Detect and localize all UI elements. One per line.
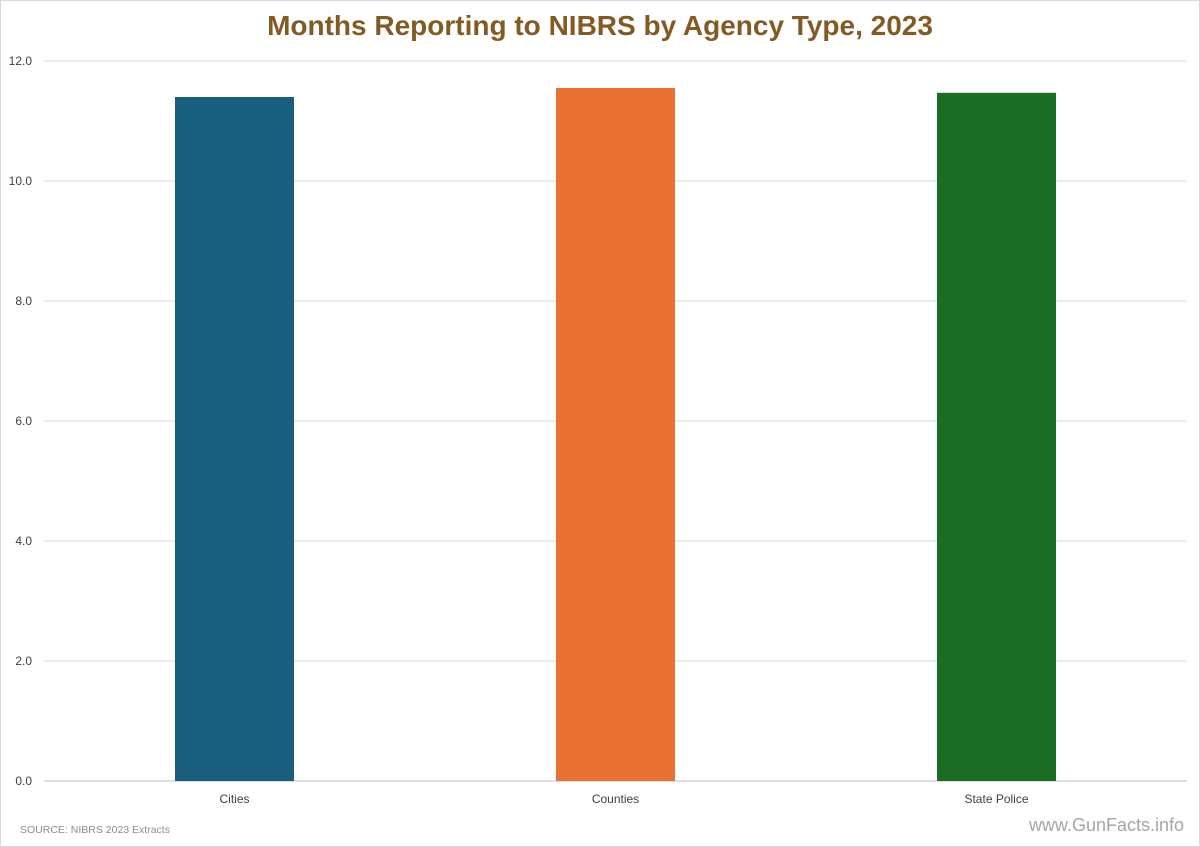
bar-state-police xyxy=(937,92,1056,782)
y-tick-label: 10.0 xyxy=(9,174,33,188)
y-tick-label: 0.0 xyxy=(15,774,32,788)
y-tick-label: 8.0 xyxy=(15,294,32,308)
y-tick-label: 12.0 xyxy=(9,54,33,68)
watermark: www.GunFacts.info xyxy=(1028,815,1184,835)
bar-cities xyxy=(175,97,294,781)
y-tick-label: 6.0 xyxy=(15,414,32,428)
x-tick-label: State Police xyxy=(964,792,1028,806)
x-tick-label: Cities xyxy=(219,792,249,806)
source-note: SOURCE: NIBRS 2023 Extracts xyxy=(20,824,170,836)
chart-title: Months Reporting to NIBRS by Agency Type… xyxy=(267,10,933,41)
bar-counties xyxy=(556,88,675,781)
x-tick-label: Counties xyxy=(592,792,639,806)
y-tick-label: 4.0 xyxy=(15,534,32,548)
y-tick-label: 2.0 xyxy=(15,654,32,668)
